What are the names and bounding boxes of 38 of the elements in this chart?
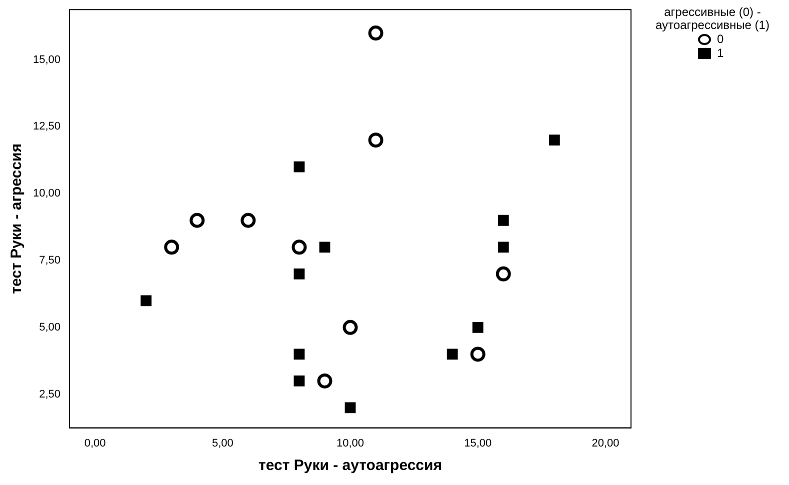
point — [294, 268, 305, 280]
point — [240, 212, 256, 228]
point — [344, 402, 356, 414]
point — [317, 373, 332, 388]
point — [368, 132, 384, 148]
x-axis-title: тест Руки - аутоагрессия — [258, 457, 442, 474]
x-tick-label: 10,00 — [336, 437, 364, 450]
point — [472, 322, 484, 333]
point — [496, 266, 511, 282]
point — [190, 212, 205, 228]
point — [548, 134, 560, 146]
point — [368, 26, 384, 41]
legend-label: 0 — [717, 32, 724, 46]
y-tick-label: 5,00 — [39, 321, 61, 334]
y-tick-label: 7,50 — [39, 254, 61, 267]
x-tick-label: 20,00 — [592, 437, 620, 450]
y-tick-label: 15,00 — [32, 54, 61, 66]
point — [294, 376, 305, 386]
point — [446, 348, 458, 360]
x-tick-label: 15,00 — [464, 437, 492, 450]
point — [498, 242, 509, 253]
point — [294, 161, 305, 172]
y-tick-label: 2,50 — [39, 388, 61, 400]
legend-label: 1 — [717, 46, 724, 60]
point — [294, 348, 305, 360]
point — [164, 240, 180, 255]
y-tick-label: 12,50 — [32, 120, 61, 133]
legend-title: агрессивные (0) - аутоагрессивные (1) — [654, 5, 770, 32]
y-axis-title: тест Руки - агрессия — [8, 144, 26, 294]
y-tick-label: 10,00 — [32, 188, 61, 200]
x-tick-label: 0,00 — [84, 437, 106, 450]
point — [342, 320, 358, 335]
point — [292, 240, 307, 255]
point — [140, 295, 152, 306]
point — [319, 242, 330, 253]
point — [470, 346, 486, 362]
x-tick-label: 5,00 — [212, 437, 234, 450]
point — [498, 214, 509, 226]
